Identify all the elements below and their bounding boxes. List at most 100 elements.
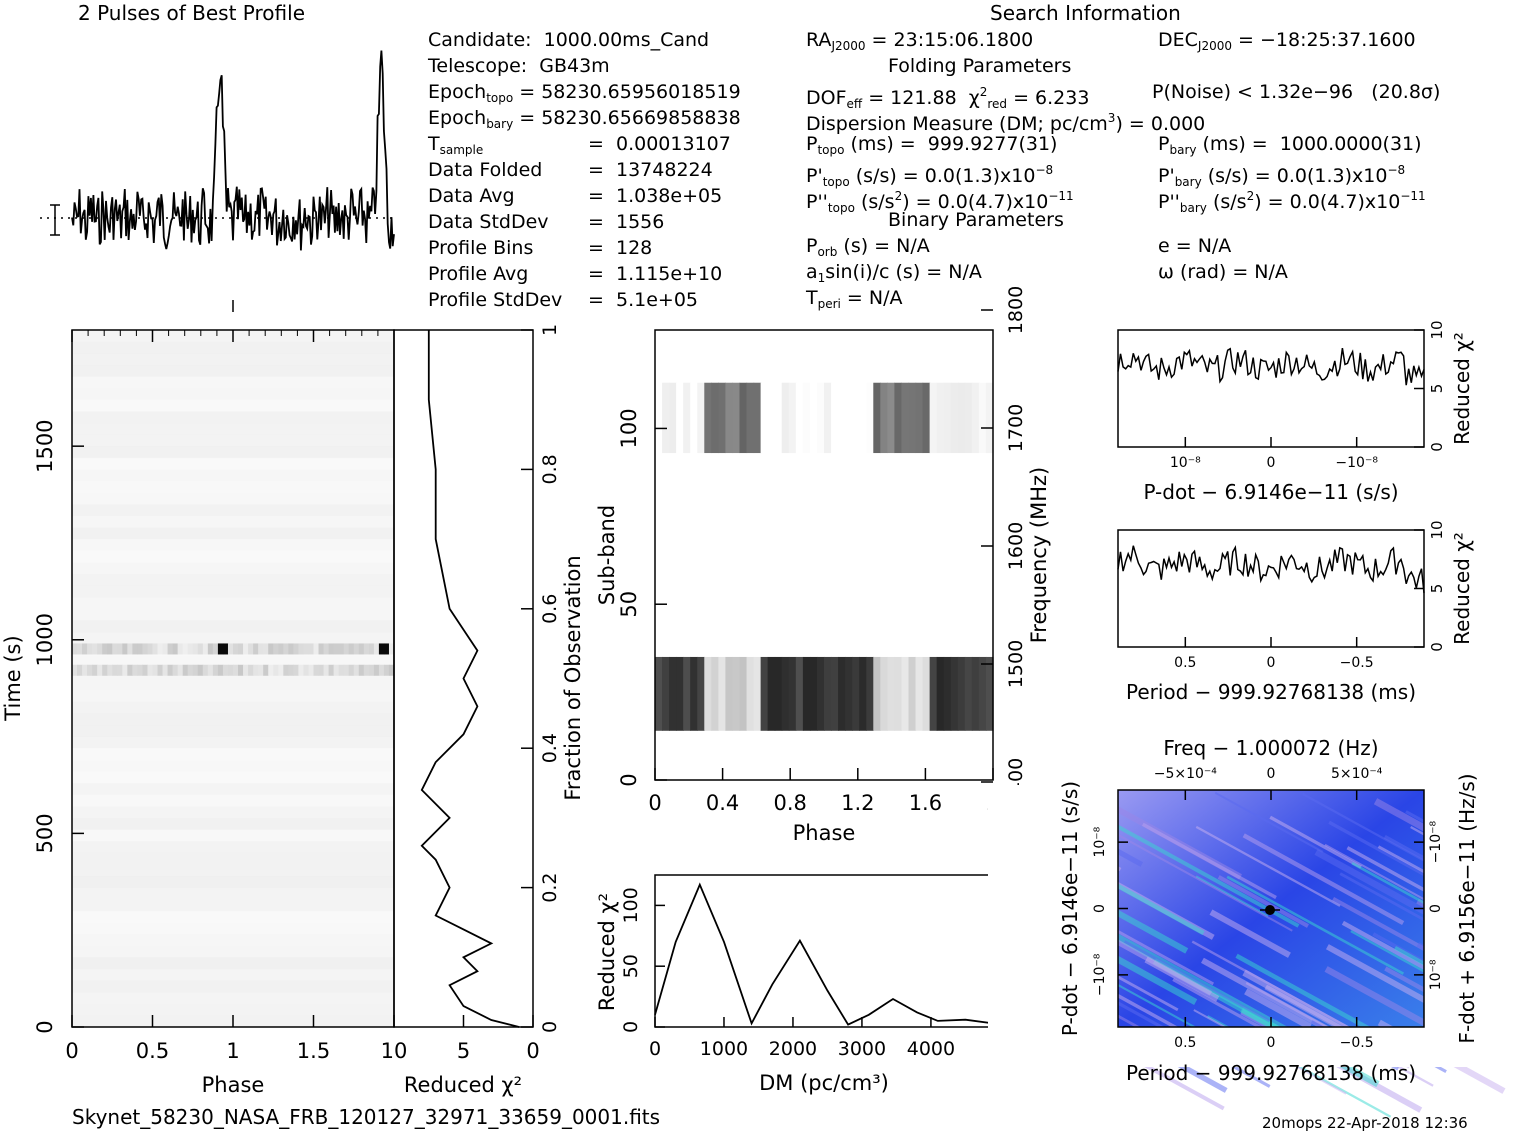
- time-phase-pixel: [253, 664, 259, 676]
- dispersion-measure: Dispersion Measure (DM; pc/cm3) = 0.000: [806, 111, 1206, 135]
- subband-pixel: [697, 656, 705, 731]
- time-phase-pixel: [172, 643, 179, 655]
- time-phase-pixel: [82, 664, 88, 676]
- time-phase-pixel: [112, 643, 118, 655]
- time-phase-pixel: [97, 664, 103, 676]
- subband-pixel: [964, 382, 973, 454]
- time-phase-pixel: [363, 643, 370, 655]
- time-phase-row: [72, 934, 394, 947]
- eccentricity: e = N/A: [1158, 235, 1232, 257]
- time-phase-pixel: [278, 643, 284, 655]
- p-pdot-streak: [1141, 822, 1277, 900]
- subband-pixel: [816, 656, 825, 731]
- search-title: Search Information: [990, 1, 1181, 25]
- time-phase-pixel: [343, 664, 350, 676]
- period-x-tick-label: 0.5: [1174, 655, 1196, 671]
- pdot-chi2-plot: 10⁻⁸ 0 −10⁻⁸ 0 5 10 P-dot − 6.9146e−11 (s/s) Re…: [1117, 320, 1474, 504]
- period-y-tick-label: 0: [1428, 642, 1446, 652]
- subband-pixel: [922, 656, 931, 731]
- time-phase-row: [72, 515, 394, 528]
- p-pdot-x-tick-label: −0.5: [1340, 1035, 1374, 1051]
- time-phase-pixel: [278, 664, 284, 676]
- subband-pixel: [676, 656, 684, 731]
- subband-y2-tick-label: 1800: [1005, 286, 1027, 334]
- time-phase-pixel: [303, 664, 309, 676]
- time-phase-pixel: [368, 643, 375, 655]
- subband-pixel: [929, 656, 938, 731]
- time-phase-row: [72, 841, 394, 854]
- p-pdot-y-tick-label: −10⁻⁸: [1092, 953, 1108, 996]
- period-y-tick-label: 10: [1428, 520, 1446, 539]
- subband-pixel: [824, 656, 832, 731]
- time-phase-row: [72, 527, 394, 540]
- subband-pixel: [936, 656, 945, 731]
- subband-pixel: [683, 656, 691, 731]
- time-phase-pixel: [127, 664, 133, 676]
- period-frame: [1117, 529, 1425, 648]
- p-pdot-streak: [1332, 896, 1427, 952]
- time-phase-pixel: [147, 664, 153, 676]
- a1-sini: a1sin(i)/c (s) = N/A: [806, 261, 982, 285]
- subband-pixel: [809, 656, 818, 731]
- subband-pixel: [866, 656, 874, 731]
- time-phase-pixel: [293, 664, 299, 676]
- time-phase-pixel: [268, 664, 274, 676]
- p-pdot-mask-right: [1424, 785, 1517, 1032]
- subband-pixel: [746, 382, 755, 454]
- subband-y-tick-label: 50: [617, 591, 641, 618]
- time-phase-x-tick-label: 1: [226, 1039, 239, 1063]
- time-phase-row: [72, 922, 394, 935]
- time-phase-pixel: [122, 643, 128, 655]
- dm-y-tick-label: 100: [620, 887, 642, 923]
- subband-pixel: [739, 382, 748, 454]
- subband-y2label: Frequency (MHz): [1027, 467, 1051, 643]
- period-chi2-plot: 0.5 0 −0.5 0 5 10 Period − 999.92768138 (ms) Re…: [1117, 520, 1474, 704]
- pdot-x-tick-label: −10⁻⁸: [1335, 455, 1378, 471]
- time-phase-pixel: [363, 664, 370, 676]
- subband-pixel: [732, 656, 741, 731]
- chi2-fraction-y-tick-label: 0.4: [539, 733, 561, 763]
- subband-y-tick-label: 0: [617, 773, 641, 786]
- time-phase-pixel: [77, 643, 83, 655]
- time-phase-pixel: [87, 664, 93, 676]
- subband-pixel: [662, 656, 670, 731]
- p-pdot-streak: [1269, 815, 1362, 869]
- period-x-tick-label: −0.5: [1340, 655, 1374, 671]
- p-pdot-y2-tick-label: 10⁻⁸: [1428, 959, 1444, 990]
- time-phase-pixel: [227, 664, 234, 676]
- subband-pixel: [746, 656, 755, 731]
- time-phase-pixel: [298, 664, 304, 676]
- time-phase-pixel: [243, 643, 249, 655]
- time-phase-pixel: [187, 664, 194, 676]
- time-phase-row: [72, 724, 394, 738]
- time-phase-row: [72, 422, 394, 436]
- time-phase-row: [72, 864, 394, 877]
- profile-line: [71, 50, 395, 251]
- p-noise: P(Noise) < 1.32e−96 (20.8σ): [1152, 81, 1441, 103]
- time-phase-pixel: [227, 643, 234, 655]
- time-phase-pixel: [283, 643, 289, 655]
- subband-pixel: [767, 382, 776, 454]
- subband-pixel: [824, 382, 832, 454]
- subband-pixel: [788, 656, 797, 731]
- time-phase-pixel: [313, 664, 320, 676]
- time-phase-row: [72, 968, 394, 982]
- chi2-fraction-y-tick-label: 0.8: [539, 454, 561, 484]
- data-avg-value: = 1.038e+05: [588, 185, 723, 207]
- time-phase-pixel: [353, 643, 360, 655]
- time-phase-pixel: [97, 643, 103, 655]
- subband-pixel: [831, 656, 839, 731]
- time-phase-row: [72, 376, 394, 389]
- subband-y-tick-label: 100: [617, 408, 641, 448]
- subband-pixel: [739, 656, 748, 731]
- time-phase-row: [72, 573, 394, 587]
- profile-stddev-value: = 5.1e+05: [588, 289, 699, 311]
- time-phase-row: [72, 713, 394, 726]
- time-phase-pixel: [137, 643, 143, 655]
- subband-pixel: [774, 656, 783, 731]
- subband-pixel: [943, 382, 952, 454]
- time-phase-row: [72, 992, 394, 1005]
- time-phase-row: [72, 899, 394, 912]
- time-phase-pixel: [217, 664, 224, 676]
- dm-x-tick-label: 4000: [907, 1038, 955, 1060]
